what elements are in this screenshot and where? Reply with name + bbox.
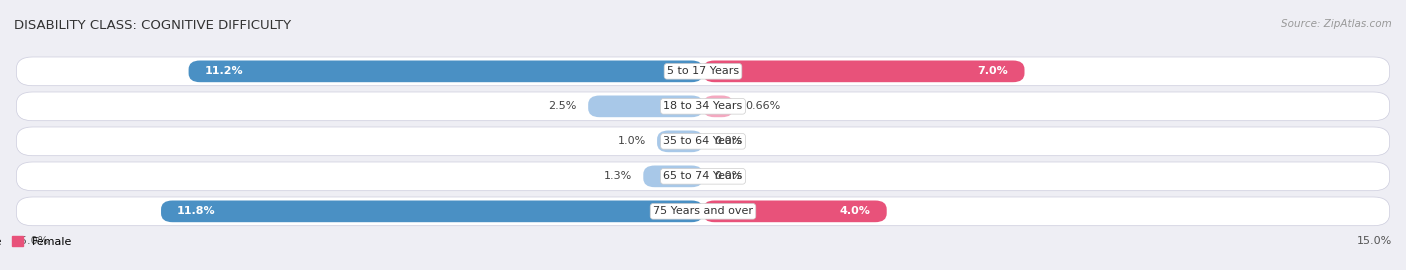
Text: 2.5%: 2.5% (548, 101, 576, 111)
FancyBboxPatch shape (703, 60, 1025, 82)
Text: 0.0%: 0.0% (714, 171, 742, 181)
FancyBboxPatch shape (657, 130, 703, 152)
FancyBboxPatch shape (703, 96, 734, 117)
Text: 1.3%: 1.3% (603, 171, 631, 181)
Text: 35 to 64 Years: 35 to 64 Years (664, 136, 742, 146)
Text: 4.0%: 4.0% (839, 206, 870, 216)
FancyBboxPatch shape (17, 162, 1389, 191)
FancyBboxPatch shape (17, 127, 1389, 156)
Text: Source: ZipAtlas.com: Source: ZipAtlas.com (1281, 19, 1392, 29)
Text: 11.8%: 11.8% (177, 206, 215, 216)
Text: 0.66%: 0.66% (745, 101, 780, 111)
Text: 15.0%: 15.0% (1357, 236, 1392, 246)
Text: 5 to 17 Years: 5 to 17 Years (666, 66, 740, 76)
Text: 75 Years and over: 75 Years and over (652, 206, 754, 216)
FancyBboxPatch shape (588, 96, 703, 117)
Text: DISABILITY CLASS: COGNITIVE DIFFICULTY: DISABILITY CLASS: COGNITIVE DIFFICULTY (14, 19, 291, 32)
Text: 7.0%: 7.0% (977, 66, 1008, 76)
FancyBboxPatch shape (644, 166, 703, 187)
FancyBboxPatch shape (17, 92, 1389, 121)
Text: 15.0%: 15.0% (14, 236, 49, 246)
FancyBboxPatch shape (188, 60, 703, 82)
Text: 18 to 34 Years: 18 to 34 Years (664, 101, 742, 111)
Text: 65 to 74 Years: 65 to 74 Years (664, 171, 742, 181)
FancyBboxPatch shape (17, 197, 1389, 226)
FancyBboxPatch shape (703, 201, 887, 222)
FancyBboxPatch shape (162, 201, 703, 222)
Text: 1.0%: 1.0% (617, 136, 645, 146)
FancyBboxPatch shape (17, 57, 1389, 86)
Text: 0.0%: 0.0% (714, 136, 742, 146)
Legend: Male, Female: Male, Female (0, 237, 72, 247)
Text: 11.2%: 11.2% (205, 66, 243, 76)
